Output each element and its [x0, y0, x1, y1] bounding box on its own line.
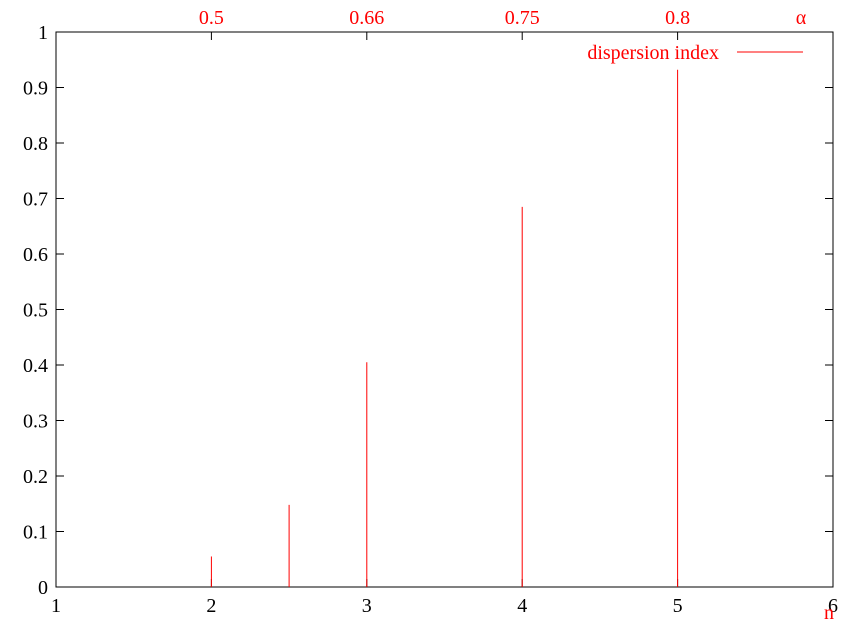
- x2-tick-label: 0.5: [199, 7, 224, 29]
- y-tick-label: 0.9: [23, 78, 48, 100]
- legend-label: dispersion index: [587, 42, 719, 64]
- y-tick-label: 0.3: [23, 411, 48, 433]
- x-tick-label: 3: [362, 595, 372, 617]
- x2-tick-label: 0.8: [665, 7, 690, 29]
- y-tick-label: 0: [38, 577, 48, 599]
- y-tick-label: 0.5: [23, 300, 48, 322]
- y-tick-label: 0.1: [23, 522, 48, 544]
- impulses-layer: [210, 69, 679, 587]
- y-tick-label: 0.6: [23, 244, 48, 266]
- x2-tick-label: 0.66: [349, 7, 384, 29]
- x2-tick-label: 0.75: [505, 7, 540, 29]
- x-tick-label: 2: [206, 595, 216, 617]
- y-tick-label: 0.7: [23, 189, 48, 211]
- ticks-layer: [55, 31, 834, 588]
- x-tick-label: 6: [828, 595, 838, 617]
- x2-axis-label: α: [796, 7, 807, 29]
- legend: dispersion index: [587, 42, 803, 64]
- x-tick-label: 1: [51, 595, 61, 617]
- labels-layer: 0 0.1 0.2 0.3 0.4 0.5 0.6 0.7 0.8 0.9 1 1 2 3 4 5 6 0.5 0.…: [23, 7, 838, 617]
- y-tick-label: 1: [38, 22, 48, 44]
- y-tick-label: 0.8: [23, 133, 48, 155]
- plot-frame: [55, 31, 834, 588]
- y-tick-label: 0.4: [23, 355, 48, 377]
- x-tick-label: 4: [517, 595, 527, 617]
- y-tick-label: 0.2: [23, 466, 48, 488]
- x-axis-label: n: [824, 602, 834, 624]
- x-tick-label: 5: [673, 595, 683, 617]
